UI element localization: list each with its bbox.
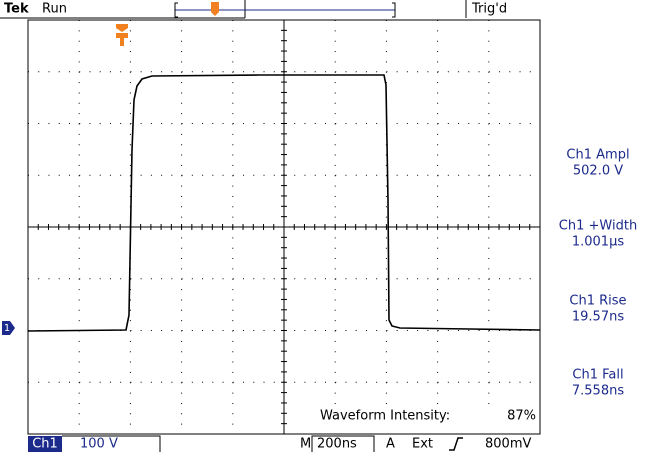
channel-marker (2, 321, 15, 335)
record-bracket (174, 2, 396, 18)
channel-box (28, 436, 62, 452)
intensity-value: 87% (507, 409, 536, 424)
slope-icon (449, 437, 463, 451)
measurement-value: 1.001µs (572, 235, 624, 250)
graticule (28, 20, 540, 434)
brand: Tek (4, 2, 29, 17)
measurement-label: Ch1 Ampl (566, 148, 629, 163)
graticule-border (27, 19, 541, 435)
vertical-scale: 100 V (80, 437, 118, 452)
trigger-status: Trig'd (471, 2, 507, 17)
measurement-value: 19.57ns (572, 310, 624, 325)
trigger-marker (116, 24, 128, 46)
scale-box (62, 435, 161, 452)
measurement-label: Ch1 +Width (559, 219, 637, 234)
trigger-position-marker (211, 2, 219, 16)
measurement-label: Ch1 Fall (572, 368, 623, 383)
trigger-source: Ext (412, 437, 433, 452)
measurement-label: Ch1 Rise (569, 294, 626, 309)
channel: Ch1 (32, 437, 58, 452)
measurement-value: 502.0 V (573, 164, 623, 179)
timebase: 200ns (317, 437, 357, 452)
measurement-value: 7.558ns (572, 384, 624, 399)
trigger-label: A (386, 437, 395, 452)
intensity-label: Waveform Intensity: (320, 409, 450, 424)
waveform (27, 74, 541, 332)
timebase-label: M (300, 437, 311, 452)
trigger-level: 800mV (485, 437, 531, 452)
timebase-box (311, 435, 375, 452)
overlay-bg (316, 405, 538, 427)
run-status: Run (42, 2, 67, 17)
channel-marker-label: 1 (4, 323, 10, 334)
